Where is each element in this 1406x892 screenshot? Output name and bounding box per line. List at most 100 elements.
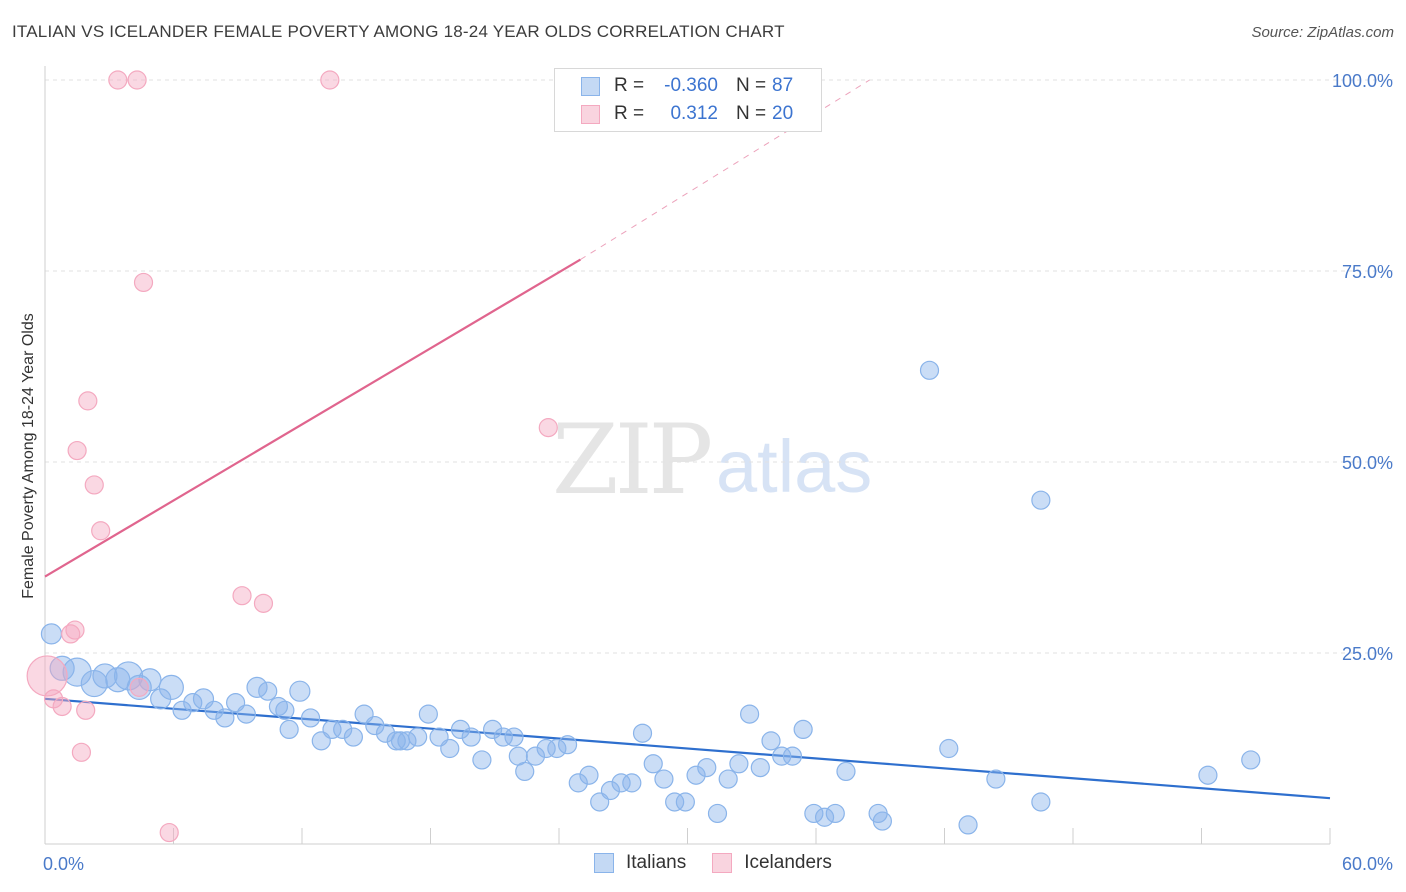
point-italians [579,765,599,785]
point-italians [472,750,492,770]
point-italians [697,757,717,778]
point-italians [707,803,728,824]
point-italians [814,807,835,827]
point-italians [525,746,546,766]
legend-r-value: 0.312 [670,103,718,124]
point-icelanders [232,586,252,606]
point-icelanders [127,70,147,90]
legend-n-value: 87 [772,75,794,96]
point-icelanders [84,475,104,495]
point-italians [246,676,268,698]
tick-labels: 25.0% 50.0% 75.0% 100.0% 0.0% 60.0% [43,71,1393,874]
point-icelanders [52,696,72,717]
point-icelanders [76,700,96,720]
x-tick-label: 60.0% [1342,854,1393,874]
axes [44,66,1331,845]
point-italians [1031,792,1051,812]
point-icelanders [159,822,179,843]
legend-label-italians: Italians [626,852,687,873]
legend-r-label: R = [614,75,645,96]
point-italians [408,727,428,747]
y-tick-label: 50.0% [1342,453,1393,473]
point-italians [643,754,663,774]
point-italians [450,719,471,740]
point-italians [49,655,75,681]
point-italians [836,761,856,782]
point-italians [493,727,513,747]
legend-swatch-icelanders [581,104,600,124]
y-tick-label: 25.0% [1342,644,1393,664]
point-italians [461,727,481,747]
legend-item-italians: Italians [594,852,686,874]
point-italians [418,704,438,724]
point-icelanders [78,391,98,411]
point-italians [872,811,892,831]
trend-lines [44,79,1331,800]
point-italians [622,773,642,793]
point-italians [375,723,396,743]
trend-extension-icelanders [580,79,870,260]
point-italians [986,769,1006,789]
legend-swatch-italians [581,76,600,96]
point-italians [632,723,653,743]
trend-line-icelanders [44,258,581,578]
point-italians [568,773,588,793]
point-italians [740,704,760,724]
point-italians [172,700,192,720]
point-italians [686,765,706,785]
point-icelanders [91,521,111,541]
point-italians [600,780,621,801]
legend-n-value: 20 [772,103,794,124]
point-italians [333,719,353,740]
legend-swatch-icelanders [712,853,733,873]
trend-line-italians [44,697,1331,800]
legend-n-label: N = [736,103,767,124]
point-italians [236,704,256,724]
point-icelanders [538,418,558,438]
data-points [26,70,1261,843]
point-italians [675,792,695,812]
point-italians [258,681,278,701]
point-icelanders [26,655,68,697]
legend-label-icelanders: Icelanders [744,852,832,873]
point-italians [215,708,235,728]
point-italians [483,719,503,740]
point-italians [40,623,63,645]
point-italians [939,738,959,759]
point-italians [793,719,813,740]
point-italians [343,727,363,747]
point-italians [204,700,224,720]
point-italians [386,731,406,751]
point-italians [654,769,674,789]
point-italians [300,708,321,728]
point-icelanders [67,440,87,461]
point-icelanders [133,272,154,293]
point-icelanders [253,593,274,613]
point-italians [772,746,792,766]
grid-lines [45,79,1396,654]
legend-swatch-italians [594,853,614,873]
point-italians [397,731,417,751]
point-icelanders [320,70,340,90]
point-italians [158,674,184,700]
point-italians [611,773,631,793]
point-italians [504,727,524,747]
legend-r-value: -0.360 [664,75,718,96]
point-italians [729,754,749,774]
point-italians [804,803,824,824]
point-italians [958,815,978,835]
series-legend: Italians Icelanders [594,852,858,874]
x-tick-label: 0.0% [43,854,84,874]
chart-source: Source: ZipAtlas.com [1251,24,1394,41]
point-italians [440,738,460,759]
point-italians [390,731,411,751]
legend-row-icelanders: R = 0.312 N = 20 [555,100,793,128]
point-italians [508,746,528,766]
point-italians [62,657,92,687]
point-italians [365,715,385,736]
point-italians [536,738,556,759]
point-italians [919,360,940,380]
point-italians [1241,750,1261,770]
point-italians [279,719,299,740]
